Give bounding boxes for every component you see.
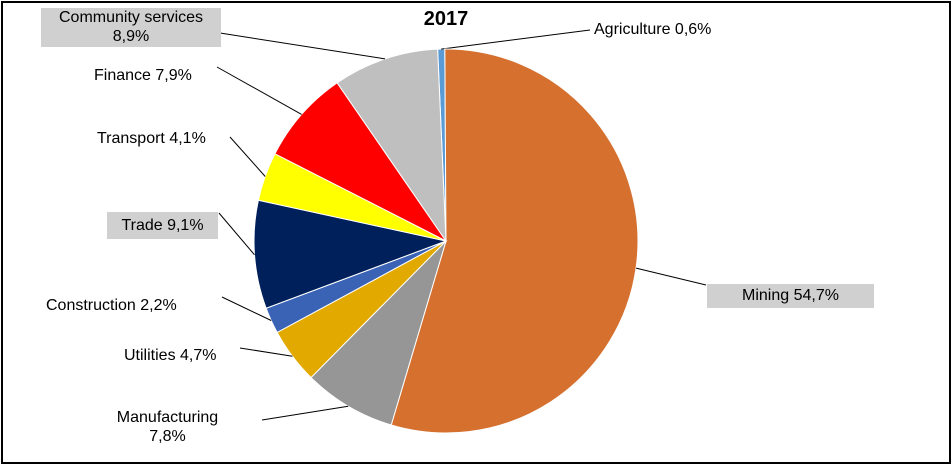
leader-line-mining [635, 267, 707, 286]
label-mining: Mining 54,7% [707, 284, 874, 308]
label-agriculture: Agriculture 0,6% [594, 21, 712, 38]
label-utilities: Utilities 4,7% [124, 347, 217, 364]
leader-line-finance [216, 66, 302, 115]
label-trade: Trade 9,1% [107, 212, 218, 239]
label-transport: Transport 4,1% [97, 130, 206, 147]
label-community-services: Community services 8,9% [41, 8, 221, 47]
leader-line-manufacturing [261, 405, 349, 421]
pie-slice-finance [274, 82, 447, 242]
pie-slice-mining [390, 48, 639, 434]
label-construction: Construction 2,2% [46, 297, 177, 314]
leader-line-trade [218, 212, 255, 256]
leader-line-agriculture [441, 29, 591, 50]
label-finance: Finance 7,9% [94, 67, 192, 84]
pie-slice-community-services [336, 48, 447, 243]
leader-line-utilities [239, 347, 293, 357]
chart-title: 2017 [423, 8, 469, 30]
pie-slice-manufacturing [310, 240, 447, 426]
label-manufacturing: Manufacturing 7,8% [116, 409, 219, 445]
leader-line-construction [221, 296, 272, 321]
leader-line-transport [229, 136, 266, 177]
leader-line-community-services [219, 32, 386, 60]
